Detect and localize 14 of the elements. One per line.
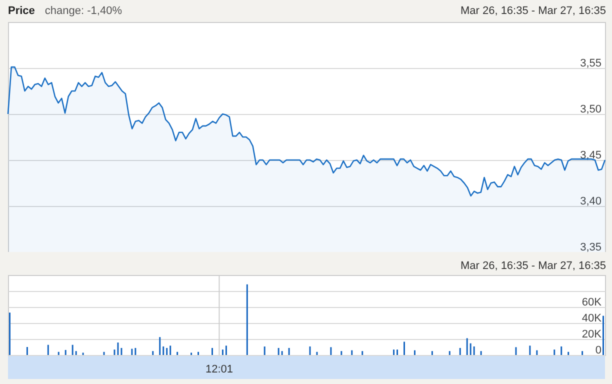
y-tick-label: 3,50 [580, 104, 602, 116]
text: change: -1,40% [44, 5, 122, 17]
y-tick-label: 3,55 [580, 58, 602, 70]
y-tick-label: 20K [582, 328, 602, 340]
y-tick-label: 40K [582, 312, 602, 324]
y-tick-label: 60K [582, 296, 602, 308]
text: Mar 26, 16:35 - Mar 27, 16:35 [460, 5, 606, 17]
y-tick-label: 0 [595, 344, 602, 356]
chart-title: Price [8, 5, 35, 17]
y-tick-label: 3,35 [580, 242, 602, 254]
y-tick-label: 3,40 [580, 196, 602, 208]
text: Mar 26, 16:35 - Mar 27, 16:35 [460, 260, 606, 272]
y-tick-label: 3,45 [580, 150, 602, 162]
x-tick-label: 12:01 [205, 364, 233, 376]
